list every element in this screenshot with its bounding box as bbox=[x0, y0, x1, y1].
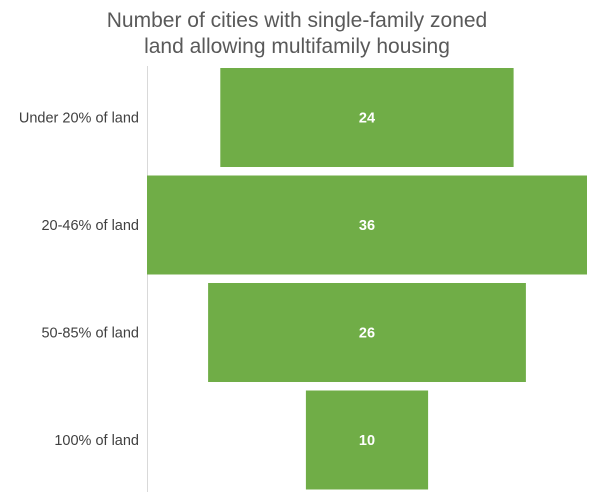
category-labels-group: Under 20% of land 20-46% of land 50-85% of… bbox=[19, 111, 139, 450]
data-label-0: 24 bbox=[359, 111, 375, 127]
bar-1 bbox=[147, 175, 587, 275]
data-label-2: 26 bbox=[359, 326, 375, 342]
bar-0 bbox=[220, 68, 514, 167]
bars-group bbox=[147, 68, 587, 490]
bar-2 bbox=[208, 283, 526, 382]
data-label-1: 36 bbox=[359, 218, 375, 234]
chart-title: Number of cities with single-family zone… bbox=[0, 8, 594, 60]
category-label-1: 20-46% of land bbox=[41, 218, 139, 234]
chart-title-line-2: land allowing multifamily housing bbox=[144, 35, 450, 58]
category-label-0: Under 20% of land bbox=[19, 111, 139, 127]
category-label-3: 100% of land bbox=[54, 433, 139, 449]
data-label-3: 10 bbox=[359, 433, 375, 449]
chart-title-line-1: Number of cities with single-family zone… bbox=[106, 9, 488, 32]
category-label-2: 50-85% of land bbox=[41, 326, 139, 342]
value-labels-group: 24 36 26 10 bbox=[359, 111, 375, 450]
bar-3 bbox=[305, 390, 429, 490]
